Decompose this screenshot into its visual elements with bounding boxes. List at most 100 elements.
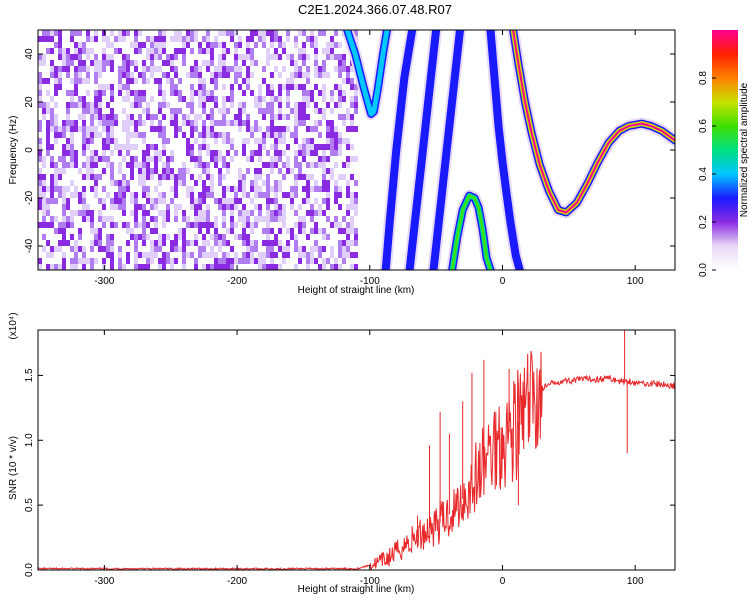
noise-cell [214,258,218,264]
noise-cell [254,216,258,222]
noise-cell [110,66,114,72]
noise-cell [294,102,298,108]
noise-cell [218,42,222,48]
noise-cell [74,78,78,84]
noise-cell [174,180,178,186]
noise-cell [226,168,230,174]
noise-cell [266,198,270,204]
noise-cell [254,42,258,48]
noise-cell [134,156,138,162]
noise-cell [330,108,334,114]
noise-cell [230,138,234,144]
noise-cell [54,246,58,252]
noise-cell [322,180,326,186]
noise-cell [62,162,66,168]
noise-cell [234,60,238,66]
noise-cell [222,240,226,246]
noise-cell [50,186,54,192]
noise-cell [282,258,286,264]
noise-cell [118,264,122,270]
noise-cell [318,108,322,114]
noise-cell [190,66,194,72]
noise-cell [278,132,282,138]
noise-cell [78,198,82,204]
noise-cell [346,138,350,144]
noise-cell [242,210,246,216]
noise-cell [134,96,138,102]
noise-cell [154,48,158,54]
noise-cell [206,222,210,228]
noise-cell [86,36,90,42]
noise-cell [154,198,158,204]
noise-cell [46,108,50,114]
noise-cell [318,144,322,150]
noise-cell [266,90,270,96]
noise-cell [206,60,210,66]
noise-cell [158,156,162,162]
noise-cell [110,162,114,168]
noise-cell [170,240,174,246]
noise-cell [270,264,274,270]
noise-cell [62,252,66,258]
noise-cell [162,60,166,66]
noise-cell [246,36,250,42]
noise-cell [258,84,262,90]
noise-cell [346,186,350,192]
noise-cell [206,30,210,36]
noise-cell [50,144,54,150]
noise-cell [46,264,50,270]
noise-cell [106,252,110,258]
noise-cell [230,258,234,264]
noise-cell [190,126,194,132]
noise-cell [262,78,266,84]
noise-cell [254,258,258,264]
noise-cell [278,204,282,210]
noise-cell [246,168,250,174]
noise-cell [222,84,226,90]
noise-cell [178,174,182,180]
noise-cell [298,216,302,222]
spectrogram-tracks [341,30,675,270]
noise-cell [142,252,146,258]
noise-cell [314,120,318,126]
noise-cell [262,228,266,234]
noise-cell [170,156,174,162]
colorbar-tick-label: 0.2 [698,215,709,229]
noise-cell [42,222,46,228]
noise-cell [186,144,190,150]
noise-cell [334,144,338,150]
noise-cell [194,180,198,186]
noise-cell [258,138,262,144]
noise-cell [346,66,350,72]
noise-cell [146,114,150,120]
noise-cell [274,216,278,222]
noise-cell [82,246,86,252]
noise-cell [354,252,358,258]
noise-cell [206,204,210,210]
noise-cell [230,228,234,234]
noise-cell [258,252,262,258]
noise-cell [334,222,338,228]
noise-cell [270,228,274,234]
noise-cell [330,246,334,252]
noise-cell [198,132,202,138]
noise-cell [310,186,314,192]
noise-cell [266,234,270,240]
noise-cell [162,216,166,222]
noise-cell [274,96,278,102]
noise-cell [50,198,54,204]
noise-cell [202,168,206,174]
noise-cell [178,108,182,114]
noise-cell [70,180,74,186]
noise-cell [214,150,218,156]
noise-cell [106,42,110,48]
noise-cell [86,144,90,150]
noise-cell [278,126,282,132]
noise-cell [218,204,222,210]
noise-cell [58,30,62,36]
noise-cell [54,84,58,90]
noise-cell [286,144,290,150]
noise-cell [182,36,186,42]
noise-cell [90,126,94,132]
noise-cell [262,252,266,258]
